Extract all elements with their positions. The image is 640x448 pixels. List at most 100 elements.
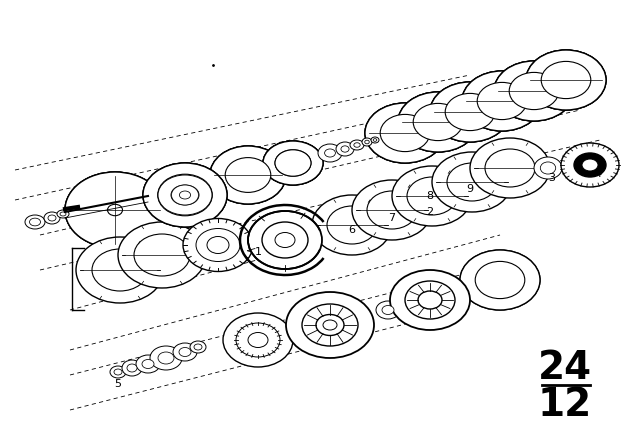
Ellipse shape <box>194 344 202 350</box>
Ellipse shape <box>318 144 342 162</box>
Ellipse shape <box>373 138 377 142</box>
Ellipse shape <box>286 292 374 358</box>
Ellipse shape <box>225 158 271 192</box>
Ellipse shape <box>432 152 512 212</box>
Ellipse shape <box>110 366 126 378</box>
Ellipse shape <box>371 137 379 143</box>
Ellipse shape <box>48 215 56 221</box>
Ellipse shape <box>263 141 323 185</box>
Ellipse shape <box>350 140 364 150</box>
Ellipse shape <box>430 82 510 142</box>
Ellipse shape <box>143 163 227 227</box>
Ellipse shape <box>248 332 268 348</box>
Ellipse shape <box>352 180 432 240</box>
Ellipse shape <box>223 313 293 367</box>
Ellipse shape <box>196 228 240 262</box>
Ellipse shape <box>341 146 349 152</box>
Ellipse shape <box>207 237 229 254</box>
Ellipse shape <box>494 61 574 121</box>
Ellipse shape <box>509 73 559 110</box>
Ellipse shape <box>470 138 550 198</box>
Ellipse shape <box>460 250 540 310</box>
Ellipse shape <box>365 140 369 144</box>
Text: 3: 3 <box>548 173 556 183</box>
Ellipse shape <box>494 61 574 121</box>
Ellipse shape <box>262 222 308 258</box>
Ellipse shape <box>263 141 323 185</box>
Text: 24: 24 <box>538 349 592 387</box>
Ellipse shape <box>60 212 66 216</box>
Ellipse shape <box>534 157 562 179</box>
Ellipse shape <box>376 301 400 319</box>
Ellipse shape <box>475 261 525 299</box>
Ellipse shape <box>302 304 358 346</box>
Ellipse shape <box>380 114 430 151</box>
Ellipse shape <box>460 250 540 310</box>
Ellipse shape <box>323 320 337 330</box>
Ellipse shape <box>92 249 148 291</box>
Ellipse shape <box>114 369 122 375</box>
Ellipse shape <box>382 306 394 314</box>
Ellipse shape <box>430 82 510 142</box>
Ellipse shape <box>183 219 253 271</box>
Ellipse shape <box>76 237 164 303</box>
Ellipse shape <box>150 346 182 370</box>
Ellipse shape <box>210 146 286 204</box>
Ellipse shape <box>462 71 542 131</box>
Ellipse shape <box>477 82 527 120</box>
Ellipse shape <box>190 341 206 353</box>
Ellipse shape <box>142 359 154 369</box>
Ellipse shape <box>362 138 372 146</box>
Ellipse shape <box>526 50 606 110</box>
Ellipse shape <box>44 212 60 224</box>
Ellipse shape <box>143 163 227 227</box>
Ellipse shape <box>57 210 69 218</box>
Ellipse shape <box>248 211 322 269</box>
Ellipse shape <box>526 50 606 110</box>
Ellipse shape <box>462 71 542 131</box>
Ellipse shape <box>365 103 445 163</box>
Ellipse shape <box>122 360 142 376</box>
Ellipse shape <box>236 323 280 357</box>
Text: 9: 9 <box>467 184 474 194</box>
Text: 1: 1 <box>255 247 262 257</box>
Ellipse shape <box>118 222 206 288</box>
Ellipse shape <box>561 143 619 187</box>
Ellipse shape <box>526 50 606 110</box>
Ellipse shape <box>430 82 510 142</box>
Ellipse shape <box>485 149 535 187</box>
Ellipse shape <box>418 291 442 309</box>
Ellipse shape <box>447 163 497 201</box>
Ellipse shape <box>312 195 392 255</box>
Ellipse shape <box>65 172 165 248</box>
Ellipse shape <box>413 103 463 141</box>
Ellipse shape <box>275 233 295 247</box>
Ellipse shape <box>582 159 598 171</box>
Ellipse shape <box>136 355 160 373</box>
Ellipse shape <box>158 175 212 215</box>
Ellipse shape <box>327 206 377 244</box>
Text: 12: 12 <box>538 386 592 424</box>
Ellipse shape <box>29 218 40 226</box>
Ellipse shape <box>390 270 470 330</box>
Ellipse shape <box>179 191 191 199</box>
Ellipse shape <box>25 215 45 229</box>
Ellipse shape <box>173 343 197 361</box>
Ellipse shape <box>405 281 455 319</box>
Ellipse shape <box>275 150 311 176</box>
Text: 7: 7 <box>388 213 396 223</box>
Ellipse shape <box>65 172 165 248</box>
Ellipse shape <box>127 364 137 372</box>
Ellipse shape <box>157 174 212 216</box>
Ellipse shape <box>365 103 445 163</box>
Ellipse shape <box>398 92 478 152</box>
Ellipse shape <box>494 61 574 121</box>
Ellipse shape <box>398 92 478 152</box>
Ellipse shape <box>143 163 227 227</box>
Text: 2: 2 <box>426 207 433 217</box>
Ellipse shape <box>134 234 190 276</box>
Ellipse shape <box>462 71 542 131</box>
Ellipse shape <box>171 185 199 205</box>
Ellipse shape <box>336 142 354 156</box>
Ellipse shape <box>179 348 191 357</box>
